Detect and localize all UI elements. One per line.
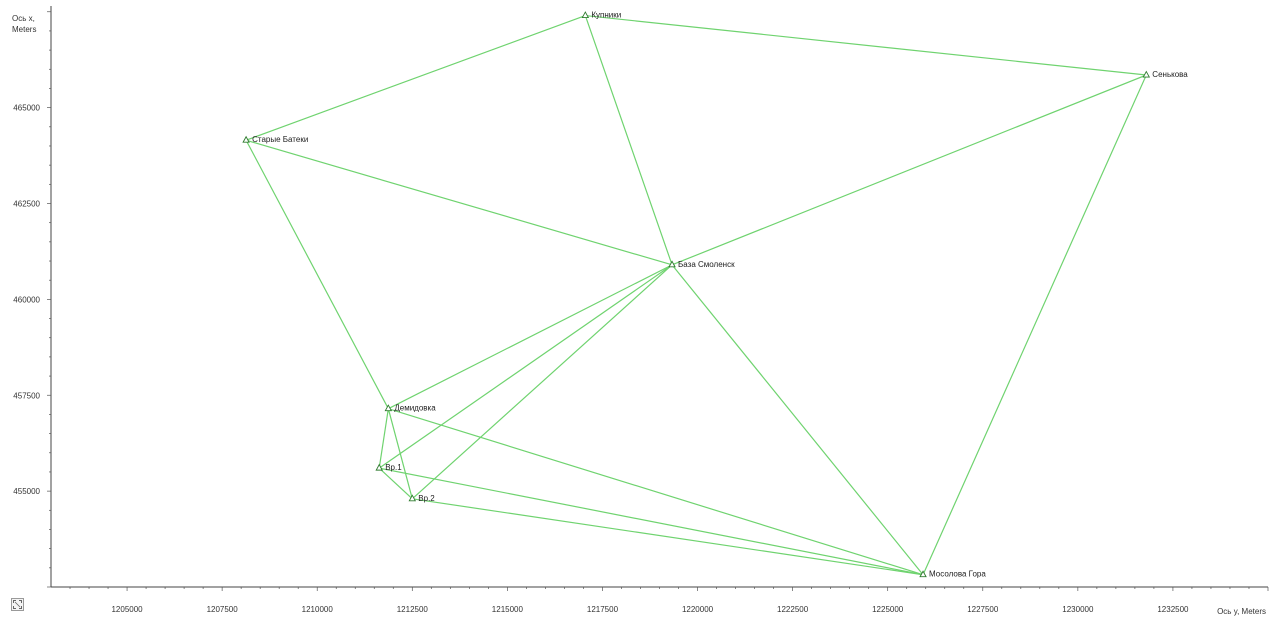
network-edge-kupniki-baza xyxy=(584,15,673,266)
station-marker-senkova[interactable] xyxy=(1142,70,1151,78)
network-edges xyxy=(245,14,1147,576)
network-edge-baza-demid xyxy=(388,264,673,410)
network-edge-vr2-mosolova xyxy=(412,498,924,576)
network-edge-baza-mosolova xyxy=(671,264,924,576)
x-tick-label: 1210000 xyxy=(302,605,334,614)
zoom-extent-glyph xyxy=(13,600,22,609)
station-label-starye: Старые Батеки xyxy=(252,135,308,144)
x-tick-label: 1205000 xyxy=(111,605,143,614)
y-tick-label: 457500 xyxy=(13,391,40,400)
station-marker-vr1[interactable] xyxy=(375,463,383,471)
station-label-mosolova: Мосолова Гора xyxy=(929,570,986,579)
network-edge-baza-vr1 xyxy=(378,264,673,469)
y-axis-title-unit: Meters xyxy=(12,25,36,34)
network-edge-kupniki-senkova xyxy=(585,14,1147,76)
station-marker-baza[interactable] xyxy=(668,260,676,268)
zoom-extent-icon[interactable] xyxy=(11,598,24,611)
x-tick-label: 1227500 xyxy=(967,605,999,614)
station-label-vr1: Вр.1 xyxy=(385,463,402,472)
network-edge-demid-vr2 xyxy=(387,408,413,499)
station-marker-mosolova[interactable] xyxy=(919,570,927,578)
station-label-kupniki: Купники xyxy=(591,11,621,20)
network-edge-vr1-vr2 xyxy=(378,467,413,500)
x-tick-labels: 1205000 1207500 1210000 1212500 1215000 12175… xyxy=(111,605,1189,614)
station-marker-kupniki[interactable] xyxy=(581,11,590,19)
x-tick-label: 1220000 xyxy=(682,605,714,614)
network-edge-kupniki-starye xyxy=(245,15,586,141)
network-edge-demid-vr1 xyxy=(378,408,389,469)
network-edge-senkova-mosolova xyxy=(922,74,1147,575)
y-tick-label: 460000 xyxy=(13,295,40,304)
station-label-demid: Демидовка xyxy=(394,404,436,413)
network-edge-baza-vr2 xyxy=(411,264,673,500)
x-tick-label: 1217500 xyxy=(587,605,619,614)
station-label-senkova: Сенькова xyxy=(1152,70,1188,79)
station-label-vr2: Вр.2 xyxy=(418,494,435,503)
x-tick-label: 1232500 xyxy=(1157,605,1189,614)
y-tick-label: 462500 xyxy=(13,200,40,209)
station-marker-vr2[interactable] xyxy=(408,494,417,502)
network-edge-starye-demid xyxy=(245,139,389,409)
network-edge-starye-baza xyxy=(245,139,673,266)
y-tick-labels: 455000 457500 460000 462500 465000 xyxy=(13,104,40,496)
y-minor-ticks xyxy=(47,11,51,588)
y-tick-label: 465000 xyxy=(13,104,40,113)
x-tick-label: 1212500 xyxy=(397,605,429,614)
x-tick-label: 1225000 xyxy=(872,605,904,614)
x-tick-label: 1207500 xyxy=(207,605,239,614)
y-tick-label: 455000 xyxy=(13,487,40,496)
network-edge-senkova-baza xyxy=(671,74,1147,266)
x-tick-label: 1215000 xyxy=(492,605,524,614)
x-tick-label: 1222500 xyxy=(777,605,809,614)
network-edge-demid-mosolova xyxy=(388,408,924,576)
network-edge-vr1-mosolova xyxy=(379,467,924,576)
station-label-baza: База Смоленск xyxy=(678,260,735,269)
network-points: Купники Сенькова Старые Батеки База Смоленс… xyxy=(242,11,1188,579)
station-marker-starye[interactable] xyxy=(242,135,250,143)
x-axis-title: Ось y, Meters xyxy=(1217,607,1266,616)
x-tick-label: 1230000 xyxy=(1062,605,1094,614)
station-marker-demid[interactable] xyxy=(384,404,393,412)
x-minor-ticks xyxy=(69,587,1269,591)
y-axis-title: Ось x, xyxy=(12,14,35,23)
